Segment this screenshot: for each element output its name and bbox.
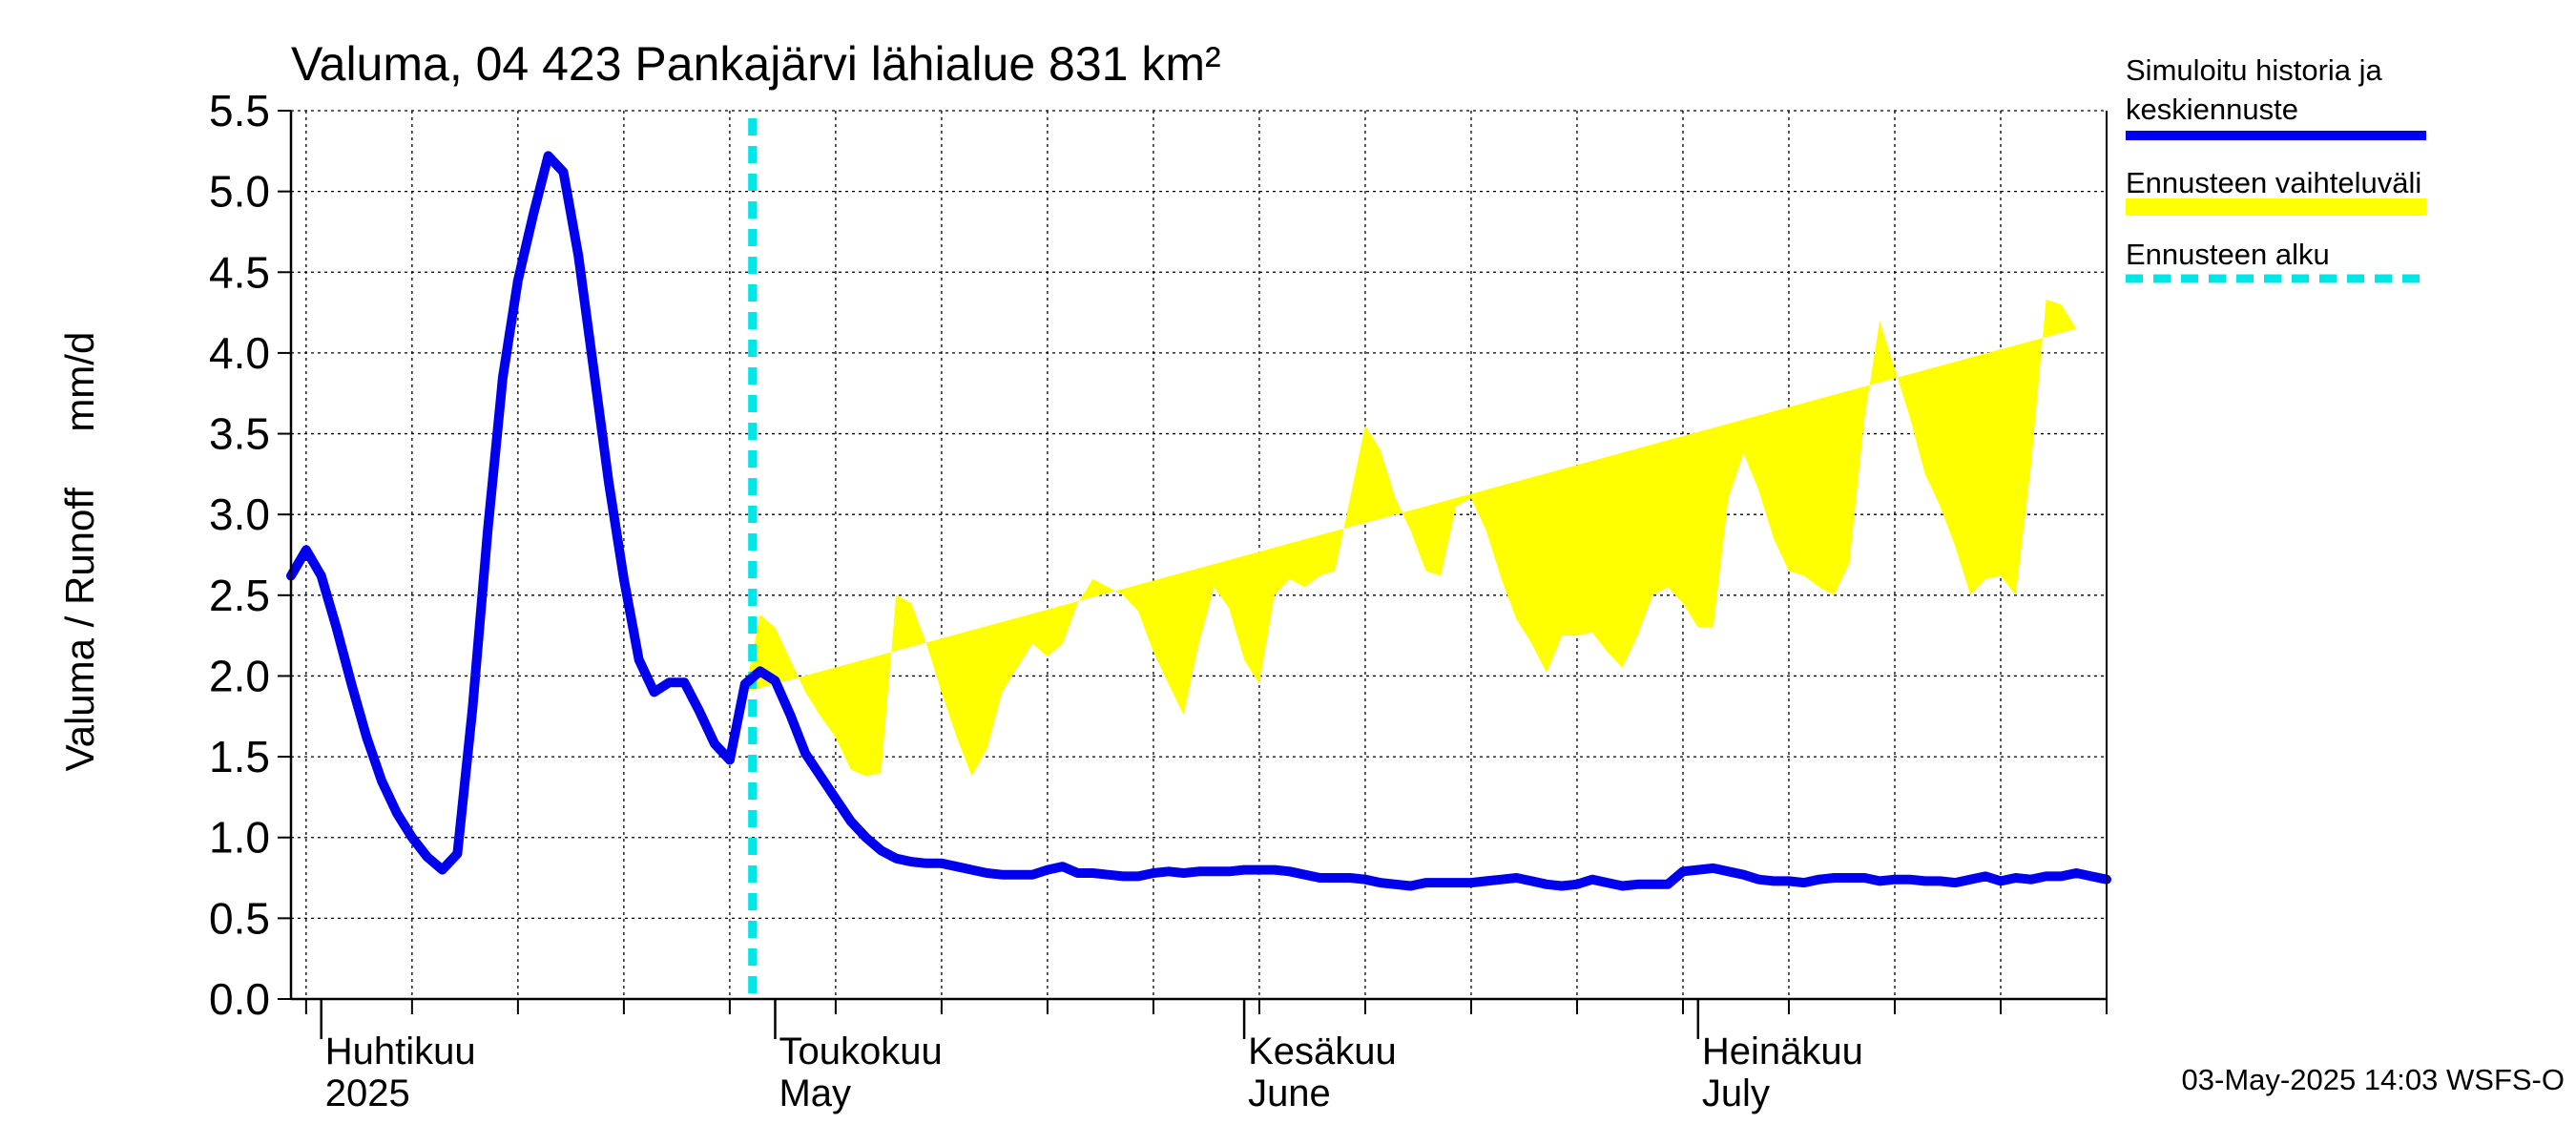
- y-tick-label: 0.0: [209, 974, 270, 1024]
- forecast-range-layer: [744, 300, 2077, 777]
- y-tick-label: 4.5: [209, 247, 270, 297]
- axes: 0.0 0.5 1.0 1.5 2.0 2.5 3.0 3.5 4.0 4.5 5.0 5.5 Huht…: [209, 86, 2108, 1114]
- x-month-label-fi: Toukokuu: [779, 1030, 942, 1072]
- legend-history-label-1: Simuloitu historia ja: [2126, 53, 2383, 87]
- x-month-label-fi: Heinäkuu: [1702, 1030, 1863, 1072]
- y-tick-label: 5.5: [209, 86, 270, 135]
- y-tick-label: 1.0: [209, 813, 270, 863]
- y-tick-label: 3.5: [209, 409, 270, 459]
- y-tick-label: 2.5: [209, 571, 270, 620]
- legend-forecast-start-label: Ennusteen alku: [2126, 238, 2330, 271]
- y-axis-label: Valuma / Runoff mm/d: [57, 332, 102, 772]
- x-month-label-fi: Kesäkuu: [1248, 1030, 1397, 1072]
- legend-history-label-2: keskiennuste: [2126, 93, 2298, 126]
- forecast-range-band: [744, 300, 2077, 777]
- x-month-label-en: June: [1248, 1072, 1331, 1114]
- x-month-label-en: 2025: [325, 1072, 410, 1114]
- footer-timestamp: 03-May-2025 14:03 WSFS-O: [2182, 1063, 2565, 1096]
- x-month-label-en: July: [1702, 1072, 1770, 1114]
- legend: Simuloitu historia ja keskiennuste Ennus…: [2126, 53, 2426, 283]
- y-tick-label: 2.0: [209, 651, 270, 700]
- x-month-label-fi: Huhtikuu: [325, 1030, 476, 1072]
- x-month-label-en: May: [779, 1072, 851, 1114]
- y-tick-label: 0.5: [209, 893, 270, 943]
- y-tick-label: 3.0: [209, 489, 270, 539]
- y-tick-label: 1.5: [209, 732, 270, 781]
- legend-range-label: Ennusteen vaihteluväli: [2126, 166, 2421, 199]
- y-tick-label: 5.0: [209, 167, 270, 217]
- y-tick-label: 4.0: [209, 328, 270, 378]
- history-line-layer: [286, 151, 2111, 891]
- history-line: [286, 151, 2111, 891]
- chart-title: Valuma, 04 423 Pankajärvi lähialue 831 k…: [291, 37, 1221, 91]
